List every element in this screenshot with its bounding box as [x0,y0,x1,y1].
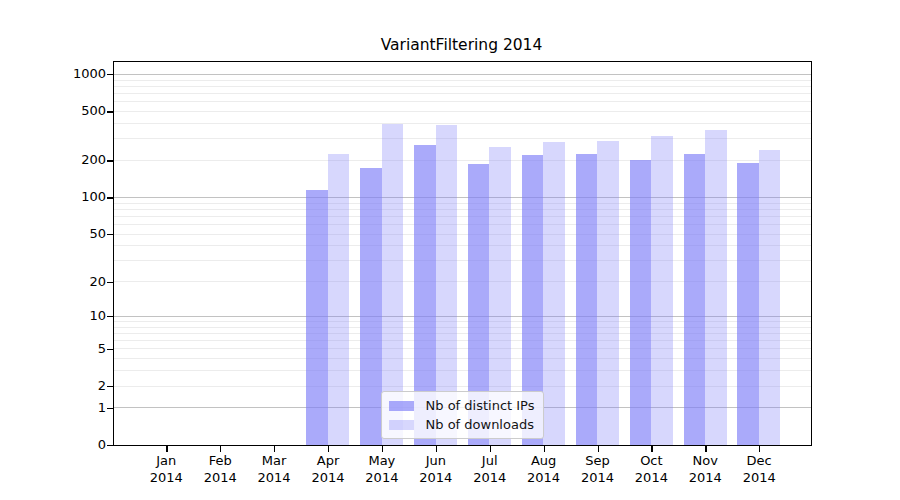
y-axis-tick-label: 2 [46,377,106,395]
grid-line-minor [114,93,811,94]
grid-line-minor [114,101,811,102]
y-axis-tick [107,197,114,198]
grid-line-minor [114,123,811,124]
y-axis-tick-label: 1 [46,399,106,417]
y-axis-tick [107,160,114,161]
x-axis-tick-year: 2014 [719,469,799,487]
bar-downloads-sep [597,141,619,446]
figure: VariantFiltering 2014 Nb of distinct IPs… [0,0,900,500]
legend-swatch-downloads [389,420,414,430]
y-axis-tick [107,386,114,387]
bar-downloads-apr [328,154,350,445]
legend-entry: Nb of distinct IPs [389,396,535,415]
y-axis-tick-label: 20 [46,273,106,291]
legend-entry: Nb of downloads [389,415,535,434]
bar-ips-nov [684,154,706,445]
y-axis-tick [107,111,114,112]
y-axis-tick [107,408,114,409]
y-axis-tick-label: 500 [46,102,106,120]
grid-line-minor [114,111,811,112]
legend: Nb of distinct IPs Nb of downloads [381,391,545,439]
y-axis-tick [107,282,114,283]
bar-downloads-nov [705,130,727,445]
y-axis-tick [107,316,114,317]
legend-swatch-ips [389,401,414,411]
plot-area: Nb of distinct IPs Nb of downloads [113,61,812,446]
bar-downloads-oct [651,136,673,445]
bar-ips-may [360,168,382,445]
chart-title: VariantFiltering 2014 [113,36,810,54]
bar-ips-sep [576,154,598,445]
legend-label: Nb of distinct IPs [426,398,535,413]
y-axis-tick-label: 200 [46,151,106,169]
y-axis-tick-label: 50 [46,225,106,243]
grid-line-minor [114,80,811,81]
grid-line-minor [114,86,811,87]
y-axis-tick-label: 100 [46,188,106,206]
y-axis-tick-label: 1000 [46,65,106,83]
legend-label: Nb of downloads [426,417,534,432]
bar-downloads-aug [543,142,565,445]
y-axis-tick [107,234,114,235]
bar-ips-oct [630,160,652,445]
bar-ips-apr [306,190,328,445]
y-axis-tick [107,349,114,350]
y-axis-tick-label: 10 [46,307,106,325]
grid-line-major [114,74,811,75]
bar-ips-dec [737,163,759,446]
y-axis-tick-label: 5 [46,340,106,358]
y-axis-tick-label: 0 [46,436,106,454]
x-axis-tick-label: Dec2014 [719,452,799,487]
y-axis-tick [107,74,114,75]
bar-downloads-dec [759,150,781,445]
y-axis-tick [107,445,114,446]
